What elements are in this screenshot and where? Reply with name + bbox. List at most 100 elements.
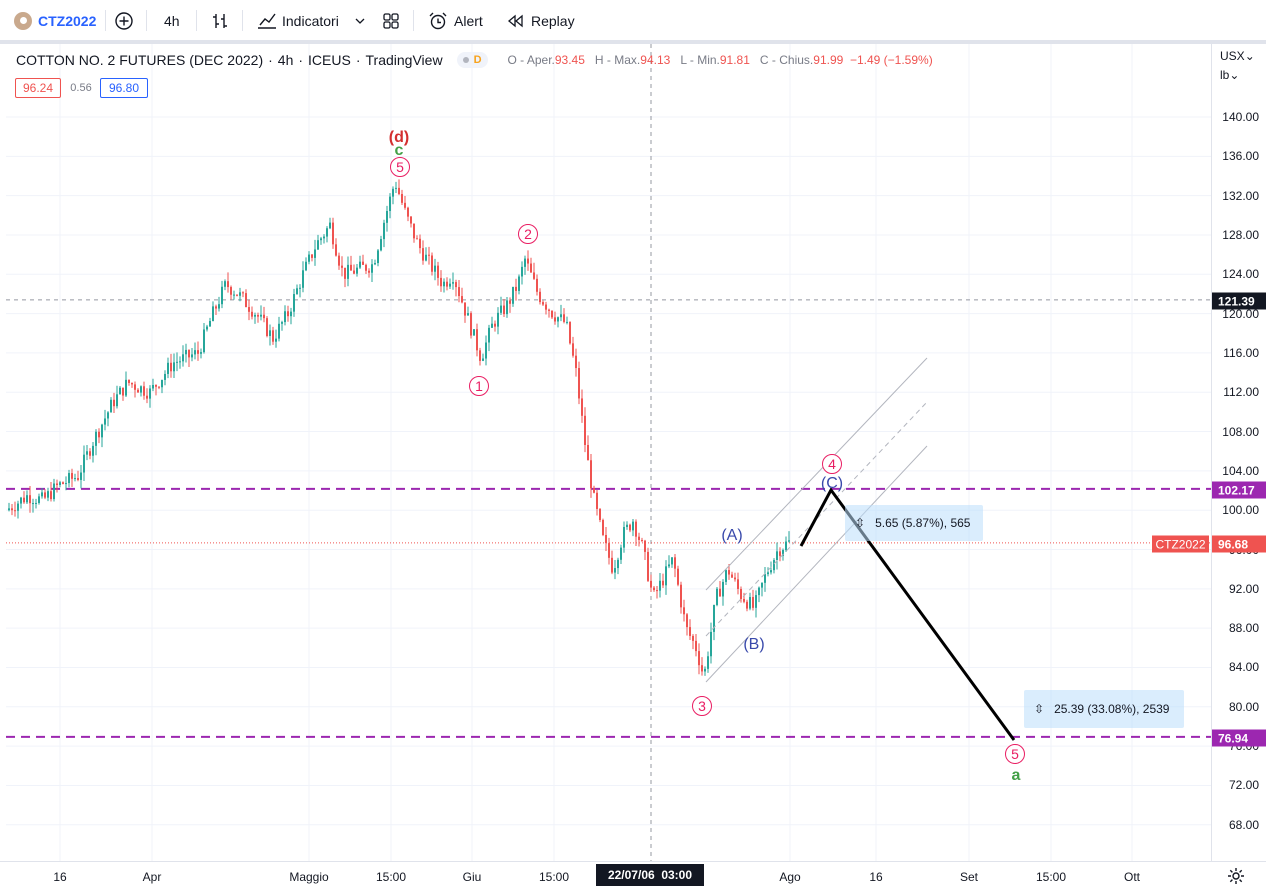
toolbar-divider — [146, 10, 147, 31]
wave-label-1[interactable]: 1 — [469, 376, 489, 396]
candle-body — [89, 451, 91, 456]
indicators-button[interactable]: Indicatori — [256, 0, 339, 41]
candle-body — [758, 587, 760, 596]
candle-body — [353, 270, 355, 274]
candle-body — [632, 521, 634, 531]
wave-label-4[interactable]: 4 — [822, 454, 842, 474]
replay-button[interactable]: Replay — [506, 0, 575, 41]
candle-body — [611, 557, 613, 573]
candle-body — [410, 216, 412, 224]
candle-body — [761, 582, 763, 588]
candle-body — [575, 355, 577, 369]
wave-label-d[interactable]: (d) — [388, 129, 410, 146]
candle-body — [773, 560, 775, 571]
chevron-down-icon — [355, 18, 365, 24]
candle-body — [338, 255, 340, 266]
candle-body — [704, 668, 706, 672]
level-low-tag: 76.94 — [1212, 729, 1266, 747]
alert-button[interactable]: Alert — [427, 0, 483, 41]
layout-button[interactable] — [381, 0, 401, 41]
candle-body — [536, 278, 538, 292]
candle-body — [392, 188, 394, 197]
candle-body — [530, 263, 532, 273]
candle-body — [236, 294, 238, 296]
candle-body — [20, 497, 22, 504]
candle-body — [41, 492, 43, 497]
ask-box[interactable]: 96.80 — [100, 78, 148, 98]
time-axis[interactable]: 16 Apr Maggio 15:00 Giu 15:00 Ago 16 Set 15:00 Ott… — [0, 861, 1266, 894]
candle-body — [23, 497, 25, 503]
candle-body — [542, 302, 544, 305]
wave-label-c[interactable]: c — [394, 142, 404, 159]
time-tick-label: Ott — [1123, 870, 1141, 884]
alarm-clock-icon — [429, 12, 447, 29]
candle-body — [431, 255, 433, 272]
price-chart[interactable] — [6, 44, 1211, 861]
chart-settings-button[interactable] — [1226, 866, 1246, 891]
candle-body — [572, 343, 574, 356]
interval-button[interactable]: 4h — [164, 0, 180, 41]
candle-body — [746, 601, 748, 609]
candle-body — [560, 314, 562, 318]
price-range-measure-large[interactable]: ⇳ 25.39 (33.08%), 2539 — [1024, 690, 1184, 728]
time-tick-label: 15:00 — [538, 870, 570, 884]
candle-body — [158, 386, 160, 388]
wave-label-B[interactable]: (B) — [743, 636, 765, 653]
compare-button[interactable] — [114, 0, 134, 41]
price-range-measure-small[interactable]: ⇳ 5.65 (5.87%), 565 — [845, 505, 983, 541]
candle-body — [71, 473, 73, 479]
candle-body — [179, 361, 181, 363]
toolbar-divider — [196, 10, 197, 31]
indicator-templates-dropdown[interactable] — [354, 0, 366, 41]
wave-label-3[interactable]: 3 — [692, 696, 712, 716]
candle-body — [479, 350, 481, 361]
price-tick-label: 108.00 — [1222, 424, 1259, 439]
candle-body — [743, 598, 745, 602]
candle-body — [215, 306, 217, 309]
candle-body — [146, 395, 148, 399]
currency-selector[interactable]: USX⌄ — [1220, 49, 1255, 63]
candle-body — [110, 399, 112, 413]
candle-body — [74, 478, 76, 480]
candle-body — [128, 379, 130, 383]
bid-box[interactable]: 96.24 — [15, 78, 61, 98]
candle-body — [398, 187, 400, 195]
candle-body — [422, 248, 424, 261]
channel-line-upper — [705, 357, 928, 591]
price-tick-label: 116.00 — [1223, 345, 1259, 360]
candle-body — [455, 282, 457, 288]
symbol-search-button[interactable]: CTZ2022 — [14, 0, 96, 41]
candle-body — [482, 358, 484, 361]
chart-style-button[interactable] — [210, 0, 230, 41]
candle-body — [167, 362, 169, 374]
wave-label-2[interactable]: 2 — [518, 224, 538, 244]
price-axis[interactable]: USX⌄ lb⌄ 140.00 136.00 132.00 128.00 124.00 1… — [1211, 44, 1266, 861]
wave-label-A[interactable]: (A) — [721, 527, 743, 544]
candle-body — [578, 368, 580, 399]
candle-body — [731, 574, 733, 578]
candle-body — [563, 314, 565, 322]
wave-label-a[interactable]: a — [1011, 767, 1021, 784]
wave-label-5-target[interactable]: 5 — [1005, 744, 1025, 764]
candle-body — [38, 496, 40, 503]
delayed-data-badge[interactable]: D — [456, 52, 488, 68]
unit-selector[interactable]: lb⌄ — [1220, 68, 1239, 82]
ohlc-values: O - Aper.93.45 H - Max.94.13 L - Min.91.… — [508, 53, 933, 67]
candle-body — [332, 222, 334, 245]
candle-body — [518, 276, 520, 291]
candle-body — [488, 327, 490, 343]
candle-body — [14, 510, 16, 512]
candle-body — [140, 386, 142, 393]
wave-label-5-top[interactable]: 5 — [390, 157, 410, 177]
candle-body — [509, 300, 511, 304]
candle-body — [347, 264, 349, 279]
measure-small-text: 5.65 (5.87%), 565 — [875, 516, 971, 530]
candle-body — [260, 314, 262, 317]
candle-body — [86, 451, 88, 455]
candle-body — [182, 354, 184, 362]
candle-body — [401, 194, 403, 203]
candle-body — [275, 338, 277, 342]
wave-label-C[interactable]: (C) — [820, 475, 844, 492]
candle-body — [506, 300, 508, 315]
candle-body — [11, 508, 13, 511]
